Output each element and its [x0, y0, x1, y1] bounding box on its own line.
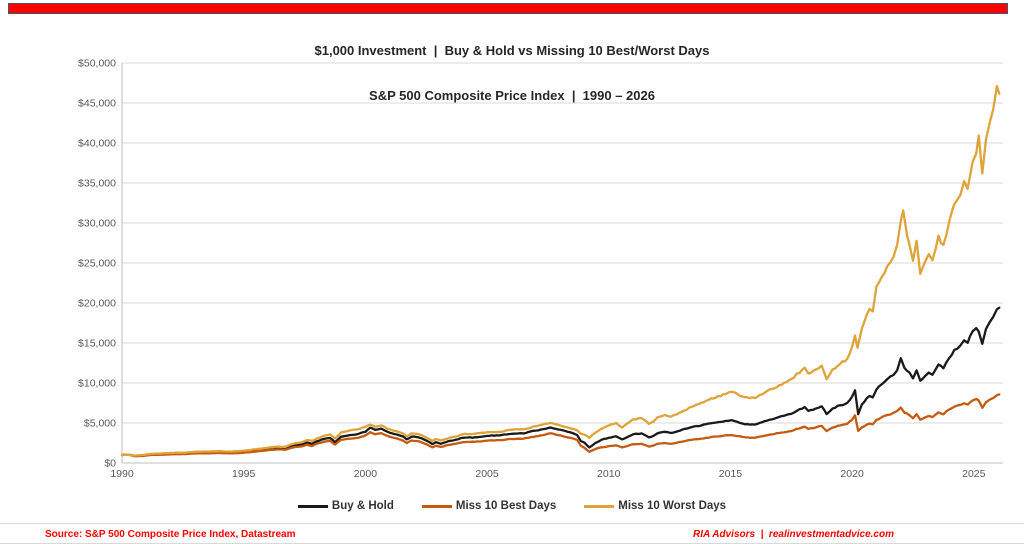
chart-header: $1,000 Investment | Buy & Hold vs Missin… — [0, 13, 1024, 118]
line-chart: $0 $5,000 $10,000 $15,000 $20,000 $25,000 $30,… — [78, 58, 1003, 480]
svg-text:2010: 2010 — [597, 468, 621, 480]
legend-label-miss-best: Miss 10 Best Days — [455, 500, 557, 512]
legend-label-buy-hold: Buy & Hold — [331, 500, 394, 512]
legend-label-miss-worst: Miss 10 Worst Days — [618, 500, 727, 512]
svg-text:$5,000: $5,000 — [84, 418, 116, 430]
svg-text:$40,000: $40,000 — [78, 138, 116, 150]
svg-text:2005: 2005 — [475, 468, 499, 480]
svg-text:$45,000: $45,000 — [78, 98, 116, 110]
svg-text:$25,000: $25,000 — [78, 258, 116, 270]
top-red-bar — [8, 3, 1008, 14]
legend-item-miss-worst: Miss 10 Worst Days — [584, 500, 726, 512]
chart-subtitle: S&P 500 Composite Price Index | 1990 – 2… — [369, 88, 655, 103]
chart-title: $1,000 Investment | Buy & Hold vs Missin… — [314, 43, 710, 58]
svg-text:1995: 1995 — [232, 468, 256, 480]
legend-swatch-miss-best-line — [421, 504, 452, 508]
svg-text:$30,000: $30,000 — [78, 218, 116, 230]
svg-text:2000: 2000 — [354, 468, 378, 480]
footer: Source: S&P 500 Composite Price Index, D… — [0, 529, 1024, 540]
source-note: Source: S&P 500 Composite Price Index, D… — [45, 529, 296, 540]
svg-text:2020: 2020 — [840, 468, 864, 480]
svg-text:$20,000: $20,000 — [78, 298, 116, 310]
svg-text:$50,000: $50,000 — [78, 58, 116, 70]
svg-text:$10,000: $10,000 — [78, 378, 116, 390]
svg-text:2015: 2015 — [719, 468, 743, 480]
brand-note: RIA Advisors | realinvestmentadvice.com — [692, 529, 894, 540]
svg-text:$0: $0 — [104, 458, 116, 470]
legend-item-miss-best: Miss 10 Best Days — [421, 500, 557, 512]
svg-text:$15,000: $15,000 — [78, 338, 116, 350]
svg-text:$35,000: $35,000 — [78, 178, 116, 190]
svg-text:1990: 1990 — [110, 468, 134, 480]
legend-swatch-miss-worst-line — [584, 504, 615, 508]
chart-legend: Buy & Hold Miss 10 Best Days Miss 10 Wor… — [0, 500, 1024, 512]
svg-text:2025: 2025 — [962, 468, 986, 480]
legend-item-buy-hold: Buy & Hold — [297, 500, 394, 512]
legend-swatch-buy-hold-line — [297, 504, 328, 508]
footer-divider — [0, 523, 1024, 524]
